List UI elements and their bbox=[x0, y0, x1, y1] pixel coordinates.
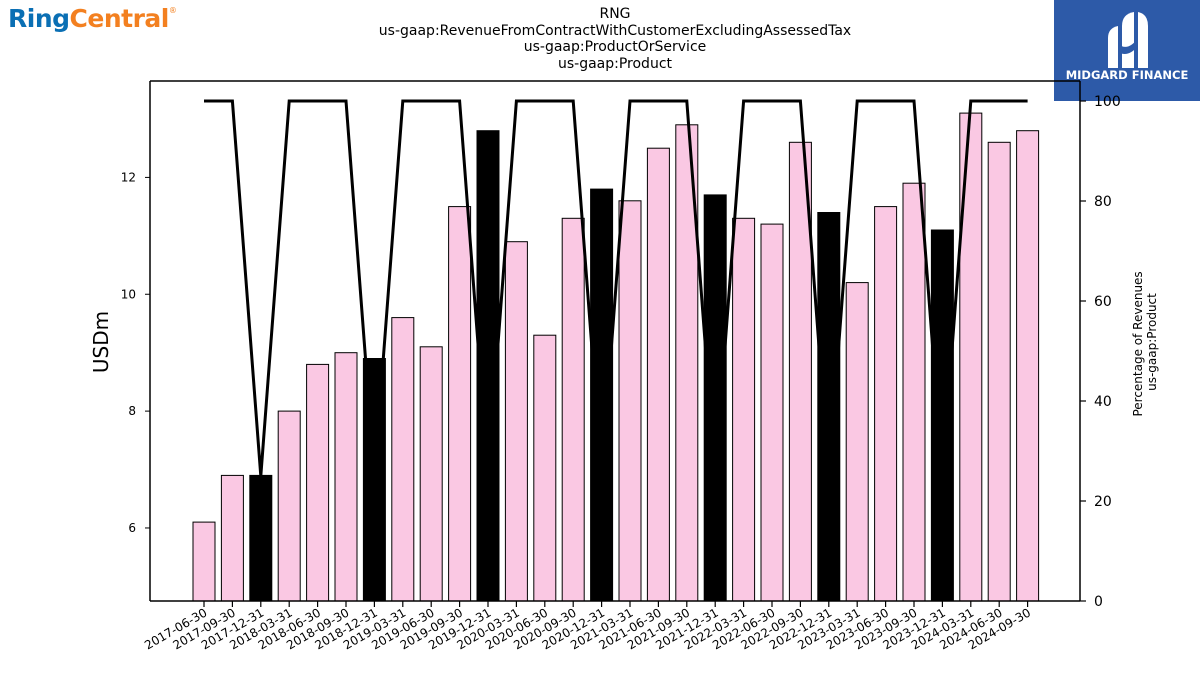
bar-2024-06-30 bbox=[987, 141, 1011, 602]
bar-2019-06-30 bbox=[419, 346, 443, 602]
chart-title: RNG us-gaap:RevenueFromContractWithCusto… bbox=[315, 6, 915, 72]
percentage-line-series bbox=[204, 99, 1028, 477]
y-tick-label-6: 6 bbox=[128, 521, 136, 535]
bar-2017-06-30 bbox=[192, 521, 216, 602]
y-tick-label-10: 10 bbox=[121, 287, 136, 301]
bar-2022-06-30 bbox=[760, 223, 784, 602]
bar-2023-03-31 bbox=[845, 282, 869, 602]
y2-axis-label-line-1: Percentage of Revenues bbox=[1131, 271, 1145, 416]
ringcentral-logo: RingCentral® bbox=[8, 4, 177, 33]
bar-2017-09-30 bbox=[220, 474, 244, 602]
midgard-finance-text: MIDGARD FINANCE bbox=[1065, 68, 1189, 82]
y-axis-label: USDm bbox=[89, 311, 113, 373]
y2-tick-label-40: 40 bbox=[1094, 394, 1112, 410]
bar-2020-12-31 bbox=[590, 188, 614, 602]
chart-axes: 6810120204060801002017-06-302017-09-3020… bbox=[121, 80, 1121, 652]
midgard-emblem-icon bbox=[1108, 12, 1148, 68]
logo-registered-mark: ® bbox=[168, 6, 177, 15]
bar-2020-06-30 bbox=[533, 334, 557, 602]
y2-tick-label-60: 60 bbox=[1094, 294, 1112, 310]
title-line-4: us-gaap:Product bbox=[557, 55, 673, 72]
bar-2022-12-31 bbox=[817, 212, 841, 602]
bar-2017-12-31 bbox=[249, 474, 273, 602]
bar-2020-09-30 bbox=[561, 217, 585, 602]
title-line-1: RNG bbox=[599, 6, 631, 22]
bar-2023-06-30 bbox=[874, 206, 898, 602]
title-line-2: us-gaap:RevenueFromContractWithCustomerE… bbox=[378, 22, 852, 39]
bar-2018-03-31 bbox=[277, 410, 301, 602]
bar-2023-09-30 bbox=[902, 182, 926, 602]
bar-2019-09-30 bbox=[448, 206, 472, 602]
y2-tick-label-0: 0 bbox=[1094, 594, 1103, 610]
y2-tick-label-80: 80 bbox=[1094, 194, 1112, 210]
bar-2021-12-31 bbox=[703, 194, 727, 602]
bar-2018-09-30 bbox=[334, 352, 358, 602]
y-tick-label-12: 12 bbox=[121, 170, 136, 184]
midgard-finance-logo: MIDGARD FINANCE bbox=[1054, 0, 1200, 101]
bar-2021-03-31 bbox=[618, 200, 642, 602]
bar-2021-06-30 bbox=[646, 147, 670, 602]
title-line-3: us-gaap:ProductOrService bbox=[523, 39, 707, 55]
y2-tick-label-20: 20 bbox=[1094, 494, 1112, 510]
bar-2024-09-30 bbox=[1016, 130, 1040, 602]
bar-series bbox=[192, 112, 1040, 602]
y2-axis-label: Percentage of Revenues us-gaap:Product bbox=[1131, 267, 1159, 416]
bar-2023-12-31 bbox=[930, 229, 954, 602]
percentage-line bbox=[204, 99, 1028, 477]
bar-2020-03-31 bbox=[504, 241, 528, 602]
y-tick-label-8: 8 bbox=[128, 404, 136, 418]
y2-axis-label-line-2: us-gaap:Product bbox=[1145, 293, 1159, 391]
bar-2019-03-31 bbox=[391, 317, 415, 602]
logo-ring-text: Ring bbox=[8, 4, 70, 33]
bar-2022-03-31 bbox=[732, 217, 756, 602]
y2-tick-label-100: 100 bbox=[1094, 94, 1121, 110]
bar-2018-12-31 bbox=[362, 358, 386, 602]
bar-2018-06-30 bbox=[306, 363, 330, 602]
logo-central-text: Central bbox=[69, 4, 170, 33]
